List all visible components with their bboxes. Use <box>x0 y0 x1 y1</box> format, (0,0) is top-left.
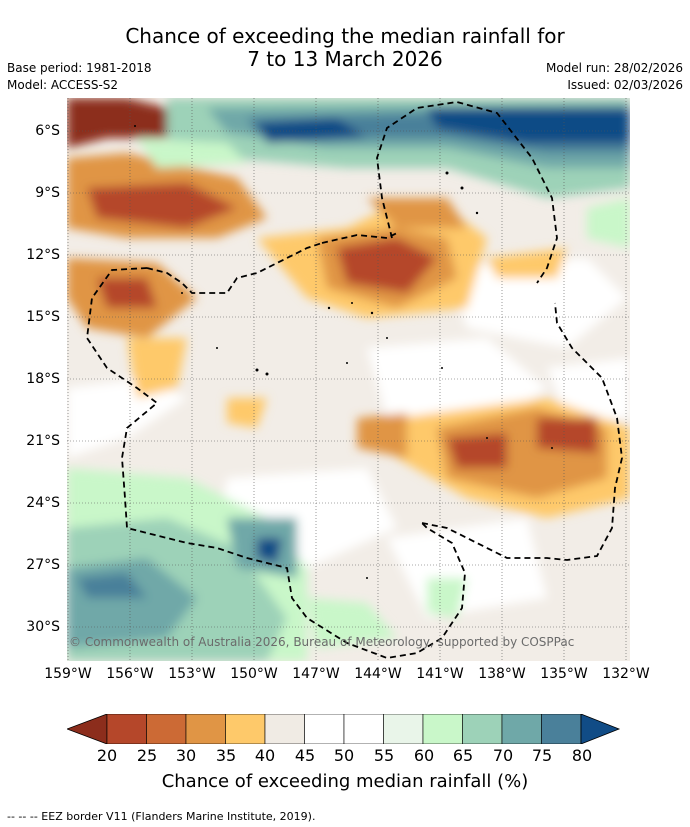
lon-label: 141°W <box>416 666 464 682</box>
colorbar-cell <box>422 714 463 744</box>
colorbar-tick: 80 <box>571 746 593 765</box>
colorbar-tick: 55 <box>373 746 395 765</box>
map-svg: © Commonwealth of Australia 2026, Bureau… <box>67 98 630 661</box>
colorbar-tick: 45 <box>294 746 316 765</box>
colorbar-cell <box>383 714 424 744</box>
colorbar-cell <box>146 714 187 744</box>
colorbar-tick: 40 <box>254 746 276 765</box>
issued-date: Issued: 02/03/2026 <box>567 78 683 92</box>
lon-label: 132°W <box>602 666 650 682</box>
rainfall-fields <box>67 98 630 661</box>
graticule <box>67 98 630 661</box>
colorbar-cell <box>343 714 384 744</box>
model-run: Model run: 28/02/2026 <box>545 61 683 75</box>
lon-label: 153°W <box>168 666 216 682</box>
base-period: Base period: 1981-2018 <box>7 61 152 75</box>
colorbar-tick: 75 <box>531 746 553 765</box>
lon-label: 150°W <box>230 666 278 682</box>
chart-title-line1: Chance of exceeding the median rainfall … <box>125 24 565 48</box>
colorbar-tick: 30 <box>175 746 197 765</box>
colorbar-cell <box>304 714 345 744</box>
colorbar-cell <box>185 714 226 744</box>
lon-label: 159°W <box>44 666 92 682</box>
lat-label: 9°S <box>35 185 60 201</box>
colorbar-tick: 35 <box>215 746 237 765</box>
lon-label: 156°W <box>106 666 154 682</box>
eez-legend: -- -- -- EEZ border V11 (Flanders Marine… <box>7 810 316 823</box>
colorbar-cell <box>106 714 147 744</box>
colorbar-tick: 50 <box>333 746 355 765</box>
colorbar-tick: 60 <box>413 746 435 765</box>
colorbar-cell <box>225 714 266 744</box>
colorbar-extend-low <box>67 714 108 744</box>
colorbar-cell <box>541 714 582 744</box>
colorbar-cell <box>264 714 305 744</box>
colorbar-tick: 65 <box>452 746 474 765</box>
lat-label: 12°S <box>26 247 60 263</box>
lon-label: 135°W <box>540 666 588 682</box>
lat-label: 15°S <box>26 309 60 325</box>
lon-label: 138°W <box>478 666 526 682</box>
lon-label: 147°W <box>292 666 340 682</box>
lat-label: 18°S <box>26 371 60 387</box>
colorbar-extend-high <box>580 714 621 744</box>
colorbar-title: Chance of exceeding median rainfall (%) <box>161 771 529 792</box>
model-name: Model: ACCESS-S2 <box>7 78 119 92</box>
lat-label: 30°S <box>26 619 60 635</box>
colorbar <box>67 714 621 744</box>
colorbar-tick: 25 <box>136 746 158 765</box>
lat-label: 27°S <box>26 557 60 573</box>
lat-label: 21°S <box>26 433 60 449</box>
lat-label: 6°S <box>35 123 60 139</box>
rainfall-map: © Commonwealth of Australia 2026, Bureau… <box>67 98 630 661</box>
chart-title-line2: 7 to 13 March 2026 <box>247 47 443 71</box>
lat-label: 24°S <box>26 495 60 511</box>
islands <box>134 125 553 579</box>
colorbar-cell <box>501 714 542 744</box>
map-copyright: © Commonwealth of Australia 2026, Bureau… <box>69 635 574 649</box>
lon-label: 144°W <box>354 666 402 682</box>
colorbar-cell <box>462 714 503 744</box>
eez-borders <box>86 101 623 659</box>
colorbar-tick: 70 <box>492 746 514 765</box>
colorbar-tick: 20 <box>96 746 118 765</box>
